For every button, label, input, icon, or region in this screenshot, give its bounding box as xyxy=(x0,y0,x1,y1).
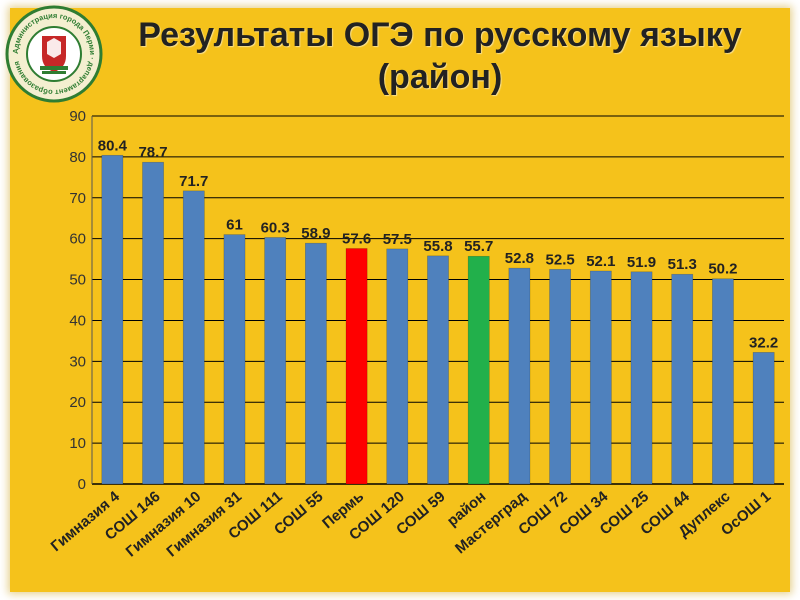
data-label-15: 50.2 xyxy=(708,261,737,278)
data-label-12: 52.1 xyxy=(586,253,615,270)
data-label-16: 32.2 xyxy=(749,334,778,351)
y-tick-label: 10 xyxy=(69,435,86,452)
y-tick-label: 20 xyxy=(69,394,86,411)
bar-0 xyxy=(101,154,124,485)
data-label-7: 57.5 xyxy=(383,231,412,248)
data-labels: 80.4 78.7 71.7 61 60.3 58.9 57.6 57.5 55.8 55.7 52… xyxy=(98,137,778,351)
data-label-11: 52.5 xyxy=(546,251,575,268)
data-label-1: 78.7 xyxy=(138,144,167,161)
bar-11 xyxy=(549,269,572,485)
bar-8 xyxy=(427,255,449,485)
data-label-6: 57.6 xyxy=(342,230,371,247)
bar-13 xyxy=(630,271,653,485)
emblem-logo: Администрация города Перми · департамент… xyxy=(5,5,103,103)
bar-10 xyxy=(508,267,531,485)
bar-3 xyxy=(223,234,246,485)
y-tick-label: 70 xyxy=(69,190,86,207)
data-label-2: 71.7 xyxy=(179,173,208,190)
page-title: Результаты ОГЭ по русскому языку (район) xyxy=(110,14,770,98)
bar-5 xyxy=(304,242,327,485)
y-axis-ticks: 0 10 20 30 40 50 60 70 80 90 xyxy=(69,108,86,493)
y-tick-label: 0 xyxy=(78,476,86,493)
data-label-13: 51.9 xyxy=(627,254,656,271)
data-label-4: 60.3 xyxy=(261,219,290,236)
data-label-0: 80.4 xyxy=(98,137,128,154)
bar-9 xyxy=(467,255,490,485)
bar-7 xyxy=(386,248,409,485)
bars xyxy=(101,154,775,485)
data-label-14: 51.3 xyxy=(668,256,697,273)
data-label-8: 55.8 xyxy=(423,238,452,255)
y-tick-label: 60 xyxy=(69,231,86,248)
y-tick-label: 90 xyxy=(69,108,86,125)
bar-14 xyxy=(671,273,694,485)
data-label-5: 58.9 xyxy=(301,225,330,242)
data-label-9: 55.7 xyxy=(464,238,493,255)
bar-2 xyxy=(182,190,205,485)
y-tick-label: 50 xyxy=(69,272,86,289)
bar-6 xyxy=(345,248,368,485)
data-label-3: 61 xyxy=(226,217,243,234)
bar-4 xyxy=(264,237,287,485)
bar-1 xyxy=(142,161,164,485)
bar-12 xyxy=(589,270,612,485)
title-line-1: Результаты ОГЭ по русскому языку xyxy=(138,16,742,54)
y-tick-label: 40 xyxy=(69,312,86,329)
title-line-2: (район) xyxy=(377,58,503,96)
data-label-10: 52.8 xyxy=(505,250,534,267)
y-tick-label: 30 xyxy=(69,353,86,370)
y-tick-label: 80 xyxy=(69,149,86,166)
bar-16 xyxy=(752,352,775,485)
bar-15 xyxy=(712,278,734,485)
